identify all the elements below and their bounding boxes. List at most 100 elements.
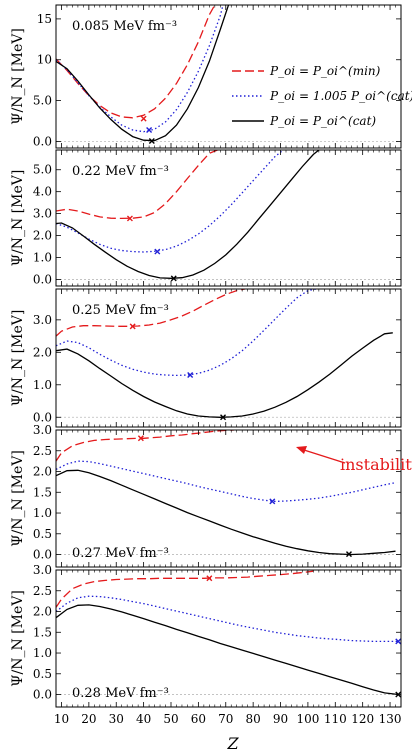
y-tick-label: 15 <box>37 12 52 26</box>
y-tick-label: 0.0 <box>33 548 52 562</box>
minimum-marker-cat <box>345 551 352 558</box>
panel-frame <box>55 429 402 568</box>
minimum-marker-cat <box>148 138 155 145</box>
series-cat <box>56 469 396 556</box>
legend-label: P_oi = P_oi^(min) <box>269 64 381 78</box>
y-tick-label: 1.0 <box>33 250 52 264</box>
y-tick-label: 1.0 <box>33 646 52 660</box>
panel-frame <box>55 149 402 287</box>
minimum-marker-min <box>129 323 136 330</box>
series-p1005 <box>56 150 284 253</box>
legend-item-p1005: P_oi = 1.005 P_oi^(cat) <box>232 89 412 103</box>
y-tick-label: 0.5 <box>33 667 52 681</box>
y-tick-label: 0.0 <box>33 134 52 148</box>
series-cat <box>56 604 399 696</box>
y-tick-label: 0.5 <box>33 527 52 541</box>
minimum-marker-min <box>206 575 213 582</box>
y-tick-label: 5.0 <box>33 163 52 177</box>
y-tick-label: 2.0 <box>33 345 52 359</box>
y-axis-label: Ψ/N_N [MeV] <box>10 450 26 547</box>
x-axis-label: Z <box>226 734 239 753</box>
minimum-marker-min <box>126 215 133 222</box>
x-tick-label: 30 <box>109 712 124 726</box>
series-min <box>56 570 314 608</box>
panel-2: 0.0 1.0 2.0 3.0 4.0 5.0 0.22 MeV fm⁻³ <box>33 149 402 287</box>
panel-5: 0.0 0.5 1.0 1.5 2.0 2.5 3.0 0.28 MeV fm⁻³ <box>33 563 402 708</box>
legend-item-min: P_oi = P_oi^(min) <box>232 64 381 78</box>
minimum-marker-p1005 <box>269 498 276 505</box>
x-tick-label: 20 <box>81 712 96 726</box>
series-cat <box>56 150 320 279</box>
y-tick-label: 2.5 <box>33 444 52 458</box>
x-tick-label: 70 <box>218 712 233 726</box>
series-p1005 <box>56 5 224 133</box>
y-tick-label: 3.0 <box>33 313 52 327</box>
density-label: 0.085 MeV fm⁻³ <box>72 19 177 34</box>
panel-4: 0.0 0.5 1.0 1.5 2.0 2.5 3.0 0.27 MeV fm⁻³ <box>33 423 402 568</box>
y-tick-label: 2.0 <box>33 229 52 243</box>
y-axis-labels: Ψ/N_N [MeV] Ψ/N_N [MeV] Ψ/N_N [MeV] Ψ/N_N [… <box>10 28 26 687</box>
y-tick-label: 5.0 <box>33 94 52 108</box>
x-tick-label: 40 <box>136 712 151 726</box>
y-tick-label: 10 <box>37 53 52 67</box>
y-tick-label: 3.0 <box>33 207 52 221</box>
minimum-marker-min <box>140 115 147 122</box>
x-tick-label: 60 <box>191 712 206 726</box>
minimum-marker-p1005 <box>187 372 194 379</box>
y-tick-label: 2.5 <box>33 584 52 598</box>
density-label: 0.27 MeV fm⁻³ <box>72 546 169 561</box>
y-tick-label: 3.0 <box>33 423 52 437</box>
x-tick-label: 90 <box>273 712 288 726</box>
x-tick-label: 130 <box>379 712 402 726</box>
annotation-arrow <box>303 449 346 464</box>
legend: P_oi = P_oi^(min) P_oi = 1.005 P_oi^(cat)… <box>232 64 412 128</box>
series-p1005 <box>56 460 396 503</box>
y-tick-label: 2.0 <box>33 465 52 479</box>
x-tick-label: 120 <box>351 712 374 726</box>
panel-frame <box>55 569 402 708</box>
y-tick-label: 0.0 <box>33 272 52 286</box>
legend-label: P_oi = P_oi^(cat) <box>269 114 376 128</box>
panel-3: 0.0 1.0 2.0 3.0 0.25 MeV fm⁻³ <box>33 288 402 428</box>
series-min <box>56 150 218 220</box>
series-p1005 <box>56 595 399 643</box>
panel-frame <box>55 288 402 428</box>
x-tick-label: 100 <box>296 712 319 726</box>
y-axis-label: Ψ/N_N [MeV] <box>10 28 26 125</box>
minimum-marker-p1005 <box>154 248 161 255</box>
annotation-arrowhead <box>296 446 307 454</box>
y-tick-label: 0.0 <box>33 410 52 424</box>
y-axis-label: Ψ/N_N [MeV] <box>10 170 26 267</box>
y-tick-label: 2.0 <box>33 605 52 619</box>
x-tick-label: 10 <box>54 712 69 726</box>
y-axis-label: Ψ/N_N [MeV] <box>10 310 26 407</box>
panel-frame <box>55 4 402 149</box>
y-tick-label: 4.0 <box>33 185 52 199</box>
series-min <box>56 289 246 337</box>
x-tick-labels: 10 20 30 40 50 60 70 80 90 100 110 120 130 <box>54 712 402 726</box>
y-tick-label: 1.0 <box>33 378 52 392</box>
density-label: 0.25 MeV fm⁻³ <box>72 303 169 318</box>
series-p1005 <box>56 289 317 377</box>
x-tick-label: 110 <box>324 712 347 726</box>
legend-label: P_oi = 1.005 P_oi^(cat) <box>269 89 412 103</box>
y-tick-label: 0.0 <box>33 688 52 702</box>
series-min <box>56 430 235 462</box>
legend-item-cat: P_oi = P_oi^(cat) <box>232 114 376 128</box>
minimum-marker-min <box>137 435 144 442</box>
series-cat <box>56 5 230 142</box>
annotation-text: instability <box>340 455 412 474</box>
minimum-marker-p1005 <box>395 638 402 645</box>
density-label: 0.28 MeV fm⁻³ <box>72 686 169 701</box>
y-tick-label: 1.5 <box>33 485 52 499</box>
minimum-marker-cat <box>170 275 177 282</box>
panels: 0.0 5.0 10 15 0.085 MeV fm⁻³ 0.0 1.0 2.0 3.0 4.0 5… <box>33 4 402 708</box>
instability-annotation: instability <box>296 446 412 474</box>
minimum-marker-cat <box>220 414 227 421</box>
panel-1: 0.0 5.0 10 15 0.085 MeV fm⁻³ <box>33 4 402 149</box>
x-tick-label: 80 <box>246 712 261 726</box>
minimum-marker-p1005 <box>146 127 153 134</box>
y-tick-label: 3.0 <box>33 563 52 577</box>
y-axis-label: Ψ/N_N [MeV] <box>10 590 26 687</box>
